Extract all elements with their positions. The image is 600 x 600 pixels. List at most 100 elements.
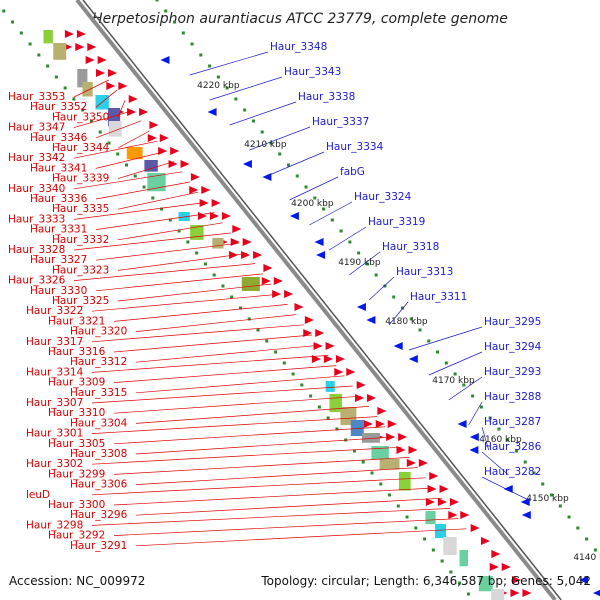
gene-category-block [108, 121, 122, 137]
guide-dot-right [541, 482, 545, 486]
guide-dot-right [348, 240, 352, 244]
gene-label: Haur_3305 [48, 438, 105, 450]
reverse-gene-arrow [501, 563, 511, 571]
gene-category-block [241, 277, 260, 291]
guide-dot-right [295, 174, 299, 178]
gene-leader-line [95, 242, 239, 261]
guide-dot-left [203, 262, 207, 266]
gene-leader-line [91, 508, 451, 526]
gene-category-block [434, 524, 447, 539]
forward-gene-arrow [408, 355, 418, 363]
guide-dot-left [449, 570, 453, 574]
reverse-gene-arrow [95, 69, 105, 77]
forward-gene-arrow [593, 589, 600, 597]
guide-dot-right [585, 537, 589, 541]
gene-label: Haur_3337 [312, 116, 369, 128]
gene-label: Haur_3295 [484, 316, 541, 328]
gene-category-block [398, 472, 411, 491]
gene-category-block [144, 160, 158, 172]
gene-category-block [443, 537, 457, 556]
gene-leader-line [117, 191, 199, 210]
reverse-gene-arrow [284, 290, 294, 298]
guide-dot-right [234, 97, 238, 101]
reverse-gene-arrow [356, 381, 366, 389]
guide-dot-right [243, 108, 247, 112]
guide-dot-right [514, 449, 518, 453]
forward-gene-arrow [356, 303, 366, 311]
reverse-gene-arrow [272, 290, 282, 298]
kbp-tick-label: 4180 kbp [385, 317, 428, 327]
gene-category-block [212, 238, 224, 249]
guide-dot-left [54, 75, 58, 79]
reverse-gene-arrow [158, 147, 168, 155]
guide-dot-left [466, 592, 470, 596]
reverse-gene-arrow [127, 108, 137, 116]
guide-dot-right [269, 141, 273, 145]
forward-gene-arrow [469, 446, 479, 454]
guide-dot-left [230, 295, 234, 299]
gene-leader-line [117, 253, 248, 271]
guide-dot-right [392, 295, 396, 299]
reverse-gene-arrow [149, 121, 159, 129]
guide-dot-left [63, 86, 67, 90]
reverse-gene-arrow [304, 316, 314, 324]
kbp-tick-label: 4150 kbp [526, 494, 569, 504]
feature-tracks [43, 30, 600, 600]
gene-leader-line [95, 89, 118, 108]
gene-label: Haur_3322 [26, 305, 83, 317]
gene-label: Haur_3288 [484, 391, 541, 403]
reverse-gene-arrow [261, 277, 271, 285]
reverse-gene-arrow [263, 264, 273, 272]
forward-gene-arrow [160, 56, 170, 64]
guide-dot-left [2, 9, 6, 13]
guide-dot-right [400, 306, 404, 310]
topology-label: Topology: circular; Length: 6,346,587 bp… [261, 574, 591, 588]
gene-label: Haur_3326 [8, 275, 66, 287]
gene-label: Haur_3328 [8, 244, 65, 256]
gene-leader-line [135, 436, 394, 455]
gene-leader-line [113, 365, 337, 383]
gene-leader-line [113, 426, 386, 445]
guide-dot-right [339, 229, 343, 233]
reverse-gene-arrow [190, 173, 200, 181]
guide-dot-left [28, 42, 32, 46]
gene-leader-line [91, 385, 353, 404]
forward-gene-arrow [316, 251, 326, 259]
reverse-gene-arrow [303, 329, 313, 337]
gene-label: Haur_3307 [26, 397, 83, 409]
gene-label: Haur_3341 [30, 162, 87, 174]
gene-leader-line [135, 406, 369, 424]
guide-dot-left [107, 141, 111, 145]
gene-leader-line [329, 226, 367, 251]
gene-leader-line [113, 334, 313, 353]
guide-dot-left [160, 207, 164, 211]
guide-dot-left [238, 306, 242, 310]
reverse-gene-arrow [398, 433, 408, 441]
forward-gene-arrow [457, 420, 467, 428]
gene-label: Haur_3347 [8, 122, 65, 134]
guide-dot-left [291, 372, 295, 376]
gene-leader-line [91, 477, 426, 496]
guide-dot-right [471, 394, 475, 398]
gene-leader-line [468, 401, 483, 426]
gene-label: Haur_3318 [382, 241, 439, 253]
guide-dot-left [458, 581, 462, 585]
reverse-gene-arrow [439, 485, 449, 493]
gene-leader-line [113, 395, 361, 414]
gene-leader-line [91, 324, 304, 343]
gene-category-block [147, 173, 166, 192]
reverse-gene-arrow [230, 238, 240, 246]
guide-dot-left [177, 229, 181, 233]
guide-dot-left [133, 174, 137, 178]
guide-dot-left [116, 152, 120, 156]
guide-dot-right [216, 75, 220, 79]
guide-dot-right [357, 251, 361, 255]
guide-dot-right [436, 350, 440, 354]
backbone-line [75, 0, 557, 600]
guide-dot-right [181, 31, 185, 35]
gene-label: Haur_3304 [70, 417, 128, 429]
guide-dot-right [532, 471, 536, 475]
gene-leader-line [189, 51, 269, 76]
gene-label: Haur_3315 [70, 387, 127, 399]
guide-dot-left [186, 240, 190, 244]
